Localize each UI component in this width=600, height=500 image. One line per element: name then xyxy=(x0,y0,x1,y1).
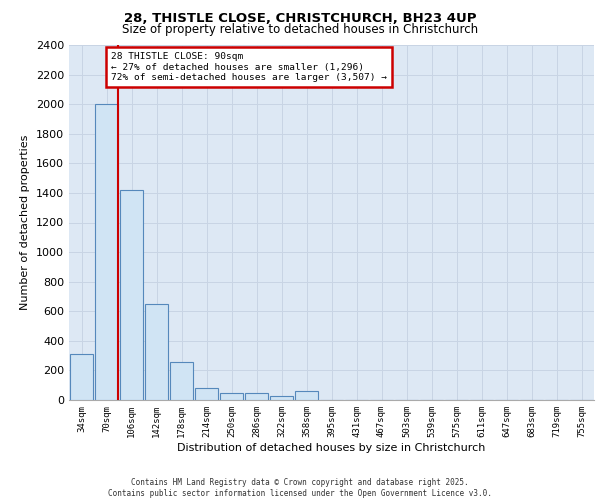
Text: Contains HM Land Registry data © Crown copyright and database right 2025.
Contai: Contains HM Land Registry data © Crown c… xyxy=(108,478,492,498)
Bar xyxy=(170,362,193,400)
Bar xyxy=(270,396,293,400)
Text: 28, THISTLE CLOSE, CHRISTCHURCH, BH23 4UP: 28, THISTLE CLOSE, CHRISTCHURCH, BH23 4U… xyxy=(124,12,476,26)
Y-axis label: Number of detached properties: Number of detached properties xyxy=(20,135,31,310)
Bar xyxy=(195,388,218,400)
Bar xyxy=(295,391,318,400)
Text: 28 THISTLE CLOSE: 90sqm
← 27% of detached houses are smaller (1,296)
72% of semi: 28 THISTLE CLOSE: 90sqm ← 27% of detache… xyxy=(111,52,387,82)
Text: Size of property relative to detached houses in Christchurch: Size of property relative to detached ho… xyxy=(122,22,478,36)
Bar xyxy=(120,190,143,400)
Bar xyxy=(95,104,118,400)
Bar xyxy=(145,304,168,400)
Bar xyxy=(220,392,243,400)
X-axis label: Distribution of detached houses by size in Christchurch: Distribution of detached houses by size … xyxy=(178,442,485,452)
Bar xyxy=(245,394,268,400)
Bar xyxy=(70,354,93,400)
